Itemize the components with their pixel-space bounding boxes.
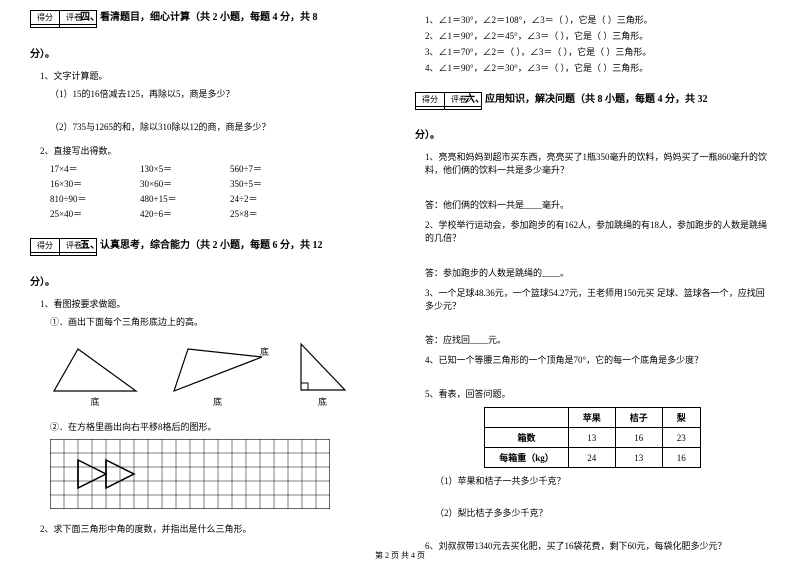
base-label: 底 xyxy=(295,395,350,408)
score-label: 得分 xyxy=(31,239,60,253)
calc-cell: 16×30＝ xyxy=(50,177,140,190)
calc-grid: 17×4＝130×5＝560÷7＝ 16×30＝30×60＝350÷5＝ 810÷9… xyxy=(50,160,385,222)
table-cell: 24 xyxy=(568,448,615,468)
angle-line: 4、∠1＝90°，∠2＝30°，∠3＝（ ），它是（ ）三角形。 xyxy=(425,61,770,74)
table-cell: 13 xyxy=(568,428,615,448)
q6-4: 4、已知一个等腰三角形的一个顶角是70°，它的每一个底角是多少度？ xyxy=(425,353,770,366)
q6-5b: （2）梨比桔子多多少千克？ xyxy=(435,506,770,519)
q4-1: 1、文字计算题。 xyxy=(40,69,385,82)
a6-3: 答：应找回____元。 xyxy=(425,333,770,346)
calc-cell: 130×5＝ xyxy=(140,162,230,175)
q6-2: 2、学校举行运动会，参加跑步的有162人，参加跳绳的有18人，参加跑步的人数是跳… xyxy=(425,218,770,244)
left-column: 得分 评卷人 四、看清题目，细心计算（共 2 小题，每题 4 分，共 8 分）。… xyxy=(30,10,385,555)
table-cell: 16 xyxy=(615,428,662,448)
table-cell: 23 xyxy=(662,428,700,448)
section-4-pts: 分）。 xyxy=(30,45,385,60)
table-cell: 16 xyxy=(662,448,700,468)
calc-cell: 24÷2＝ xyxy=(230,192,320,205)
base-label: 底 xyxy=(50,395,140,408)
score-label: 得分 xyxy=(31,11,60,25)
right-column: 1、∠1＝30°，∠2＝108°，∠3＝（ ），它是（ ）三角形。 2、∠1＝90… xyxy=(415,10,770,555)
table-header: 苹果 xyxy=(568,408,615,428)
section-5-pts: 分）。 xyxy=(30,273,385,288)
q4-1a: （1）15的16倍减去125，再除以5，商是多少？ xyxy=(50,87,385,100)
table-cell: 每箱重（kg） xyxy=(485,448,569,468)
calc-cell: 25×40＝ xyxy=(50,207,140,220)
q6-1: 1、亮亮和妈妈到超市买东西，亮亮买了1瓶350毫升的饮料，妈妈买了一瓶860毫升… xyxy=(425,150,770,176)
table-cell: 箱数 xyxy=(485,428,569,448)
section-4-title: 四、看清题目，细心计算（共 2 小题，每题 4 分，共 8 xyxy=(80,8,385,23)
calc-cell: 17×4＝ xyxy=(50,162,140,175)
table-header xyxy=(485,408,569,428)
grid-box xyxy=(50,439,365,511)
base-label: 底 xyxy=(260,345,269,358)
q6-5a: （1）苹果和桔子一共多少千克？ xyxy=(435,474,770,487)
table-header: 梨 xyxy=(662,408,700,428)
q5-1: 1、看图按要求做题。 xyxy=(40,297,385,310)
calc-cell: 420÷6＝ xyxy=(140,207,230,220)
calc-cell: 810÷90＝ xyxy=(50,192,140,205)
score-label: 得分 xyxy=(416,92,445,106)
q4-1b: （2）735与1265的和，除以310除以12的商，商是多少？ xyxy=(50,120,385,133)
table-header: 桔子 xyxy=(615,408,662,428)
base-label: 底 xyxy=(170,395,265,408)
angle-line: 2、∠1＝90°，∠2＝45°，∠3＝（ ），它是（ ）三角形。 xyxy=(425,29,770,42)
calc-cell: 30×60＝ xyxy=(140,177,230,190)
section-5-title: 五、认真思考，综合能力（共 2 小题，每题 6 分，共 12 xyxy=(80,236,385,251)
calc-cell: 560÷7＝ xyxy=(230,162,320,175)
section-6-pts: 分）。 xyxy=(415,126,770,141)
angle-list: 1、∠1＝30°，∠2＝108°，∠3＝（ ），它是（ ）三角形。 2、∠1＝90… xyxy=(425,10,770,77)
calc-cell: 480+15＝ xyxy=(140,192,230,205)
data-table: 苹果桔子梨箱数131623每箱重（kg）241316 xyxy=(484,407,701,468)
a6-2: 答：参加跑步的人数是跳绳的____。 xyxy=(425,266,770,279)
q5-2: 2、求下面三角形中角的度数，并指出是什么三角形。 xyxy=(40,522,385,535)
table-cell: 13 xyxy=(615,448,662,468)
angle-line: 3、∠1＝70°，∠2＝（ ），∠3＝（ ），它是（ ）三角形。 xyxy=(425,45,770,58)
angle-line: 1、∠1＝30°，∠2＝108°，∠3＝（ ），它是（ ）三角形。 xyxy=(425,13,770,26)
triangle-2 xyxy=(170,345,265,395)
q6-5: 5、看表，回答问题。 xyxy=(425,387,770,400)
calc-cell: 350÷5＝ xyxy=(230,177,320,190)
grid-svg xyxy=(50,439,330,509)
triangle-3 xyxy=(295,340,350,395)
q4-2: 2、直接写出得数。 xyxy=(40,144,385,157)
section-6-title: 六、应用知识，解决问题（共 8 小题，每题 4 分，共 32 xyxy=(465,90,770,105)
q6-3: 3、一个足球48.36元，一个篮球54.27元，王老师用150元买 足球、篮球各… xyxy=(425,286,770,312)
q5-1a: ①．画出下面每个三角形底边上的高。 xyxy=(50,315,385,328)
calc-cell: 25×8＝ xyxy=(230,207,320,220)
triangle-1 xyxy=(50,345,140,395)
page-footer: 第 2 页 共 4 页 xyxy=(0,550,800,561)
triangle-row: 底 底 底 底 xyxy=(50,340,365,408)
q5-1b: ②．在方格里画出向右平移8格后的图形。 xyxy=(50,420,385,433)
a6-1: 答：他们俩的饮料一共是____毫升。 xyxy=(425,198,770,211)
